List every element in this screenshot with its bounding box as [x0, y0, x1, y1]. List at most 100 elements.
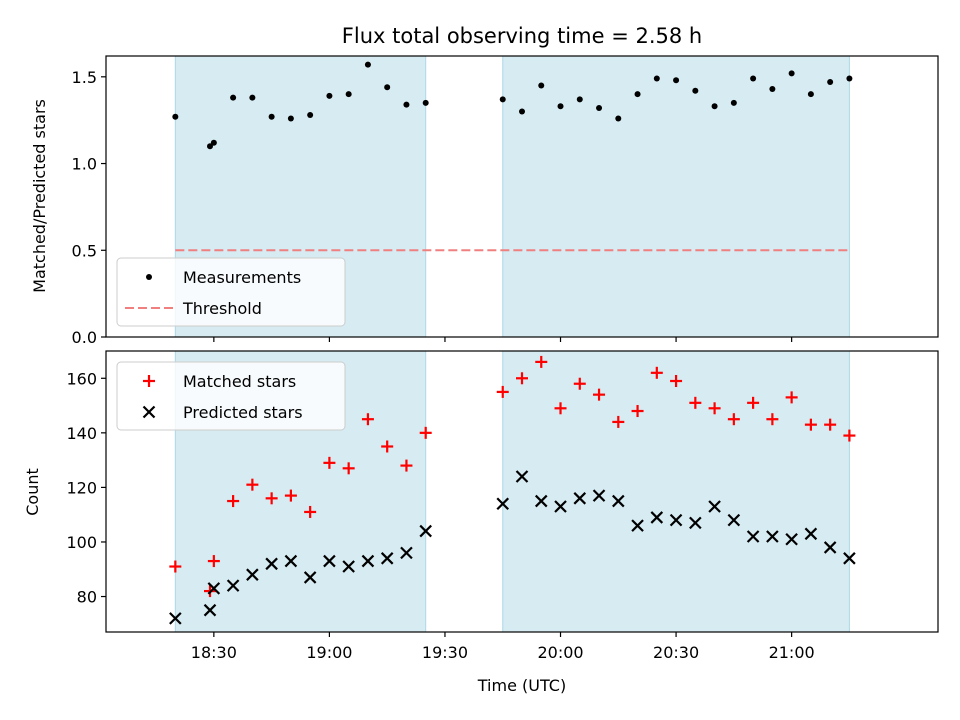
matched-star-point: [342, 462, 355, 475]
bottom-shaded-interval: [502, 350, 850, 633]
matched-star-point: [323, 456, 336, 469]
predicted-star-point: [303, 571, 317, 584]
predicted-star-point: [592, 489, 606, 502]
predicted-star-point: [689, 516, 702, 530]
predicted-marker-b: [746, 530, 760, 543]
matched-star-point: [689, 396, 702, 409]
bottom-y-tick-label: 160: [66, 369, 97, 388]
top-legend: Measurements Threshold: [116, 257, 346, 327]
measurement-point: [653, 75, 660, 82]
predicted-marker-b: [669, 513, 683, 527]
measurement-point: [249, 94, 256, 101]
legend-label: Measurements: [183, 268, 301, 287]
predicted-star-point: [169, 612, 182, 625]
matched-star-point: [747, 396, 760, 409]
predicted-star-point: [496, 497, 510, 511]
predicted-marker-b: [554, 500, 567, 513]
legend-predicted-marker-b: [142, 405, 156, 419]
top-y-axis-label: Matched/Predicted stars: [30, 99, 49, 293]
measurement-point: [615, 115, 622, 122]
matched-star-point: [631, 405, 644, 418]
predicted-marker-b: [226, 579, 240, 592]
measurement-point: [172, 113, 179, 120]
matched-star-point: [804, 418, 817, 431]
measurement-point: [345, 91, 352, 98]
measurement-point: [730, 99, 737, 106]
predicted-marker-b: [612, 494, 625, 508]
top-y-tick-label: 1.0: [72, 155, 97, 174]
measurement-point: [519, 108, 525, 115]
measurement-point: [788, 70, 795, 77]
measurement-point: [207, 143, 213, 150]
bottom-legend: Matched stars Predicted stars: [116, 361, 346, 431]
matched-star-point: [265, 492, 278, 505]
x-axis-label: Time (UTC): [477, 676, 566, 695]
predicted-marker-b: [419, 524, 432, 538]
matched-star-point: [573, 377, 586, 390]
predicted-marker-b: [804, 527, 818, 541]
legend-label: Matched stars: [183, 372, 296, 391]
predicted-marker-b: [573, 492, 587, 505]
ratio-panel: 0.0 0.5 1.0 1.5 Measurements Threshold: [72, 55, 939, 347]
matched-star-point: [400, 459, 413, 472]
x-tick-label: 20:30: [653, 643, 699, 662]
top-legend-box: [116, 257, 346, 327]
measurement-point: [384, 84, 391, 91]
measurement-point: [673, 77, 680, 84]
predicted-marker-b: [246, 568, 259, 581]
measurement-point: [538, 82, 545, 89]
matched-star-point: [824, 418, 837, 431]
predicted-star-point: [650, 511, 664, 524]
predicted-marker-b: [727, 513, 741, 527]
matched-star-point: [207, 555, 220, 568]
matched-star-point: [516, 372, 528, 385]
measurement-point: [596, 105, 603, 112]
measurement-point: [634, 91, 641, 98]
top-shaded-interval: [502, 55, 850, 338]
predicted-star-point: [746, 530, 760, 543]
matched-star-point: [650, 366, 663, 379]
predicted-marker-b: [592, 489, 606, 502]
legend-label: Threshold: [182, 299, 262, 318]
measurement-point: [807, 91, 814, 98]
predicted-marker-b: [265, 557, 278, 571]
predicted-marker-b: [400, 546, 413, 560]
measurement-point: [287, 115, 294, 122]
x-tick-label: 19:00: [306, 643, 352, 662]
matched-star-point: [246, 478, 259, 491]
matched-star-point: [554, 402, 567, 415]
predicted-marker-b: [284, 554, 298, 568]
top-y-tick-label: 0.5: [72, 241, 97, 260]
measurement-point: [326, 92, 333, 99]
measurement-point: [307, 111, 314, 118]
measurement-point: [499, 96, 506, 103]
top-axes-frame: [105, 55, 939, 338]
predicted-marker-b: [496, 497, 510, 511]
measurement-point: [422, 99, 429, 106]
predicted-marker-b: [207, 582, 221, 595]
predicted-star-point: [612, 494, 625, 508]
predicted-star-point: [727, 513, 741, 527]
predicted-marker-b: [708, 500, 721, 513]
predicted-star-point: [804, 527, 818, 541]
bottom-y-tick-label: 120: [66, 478, 97, 497]
predicted-star-point: [380, 552, 394, 565]
bottom-legend-box: [116, 361, 346, 431]
predicted-star-point: [823, 541, 837, 554]
predicted-marker-b: [342, 560, 355, 573]
matched-star-point: [304, 505, 317, 518]
measurement-point: [692, 87, 699, 94]
predicted-star-point: [226, 579, 240, 592]
predicted-star-point: [708, 500, 721, 513]
predicted-star-point: [766, 530, 779, 543]
predicted-star-point: [361, 554, 375, 568]
predicted-star-point: [400, 546, 413, 560]
bottom-y-axis-label: Count: [23, 468, 42, 516]
measurement-point: [750, 75, 757, 82]
matched-star-point: [381, 440, 394, 453]
legend-measurement-marker: [146, 274, 152, 280]
measurement-point: [846, 75, 853, 82]
measurement-point: [268, 113, 275, 120]
measurement-point: [711, 103, 718, 110]
